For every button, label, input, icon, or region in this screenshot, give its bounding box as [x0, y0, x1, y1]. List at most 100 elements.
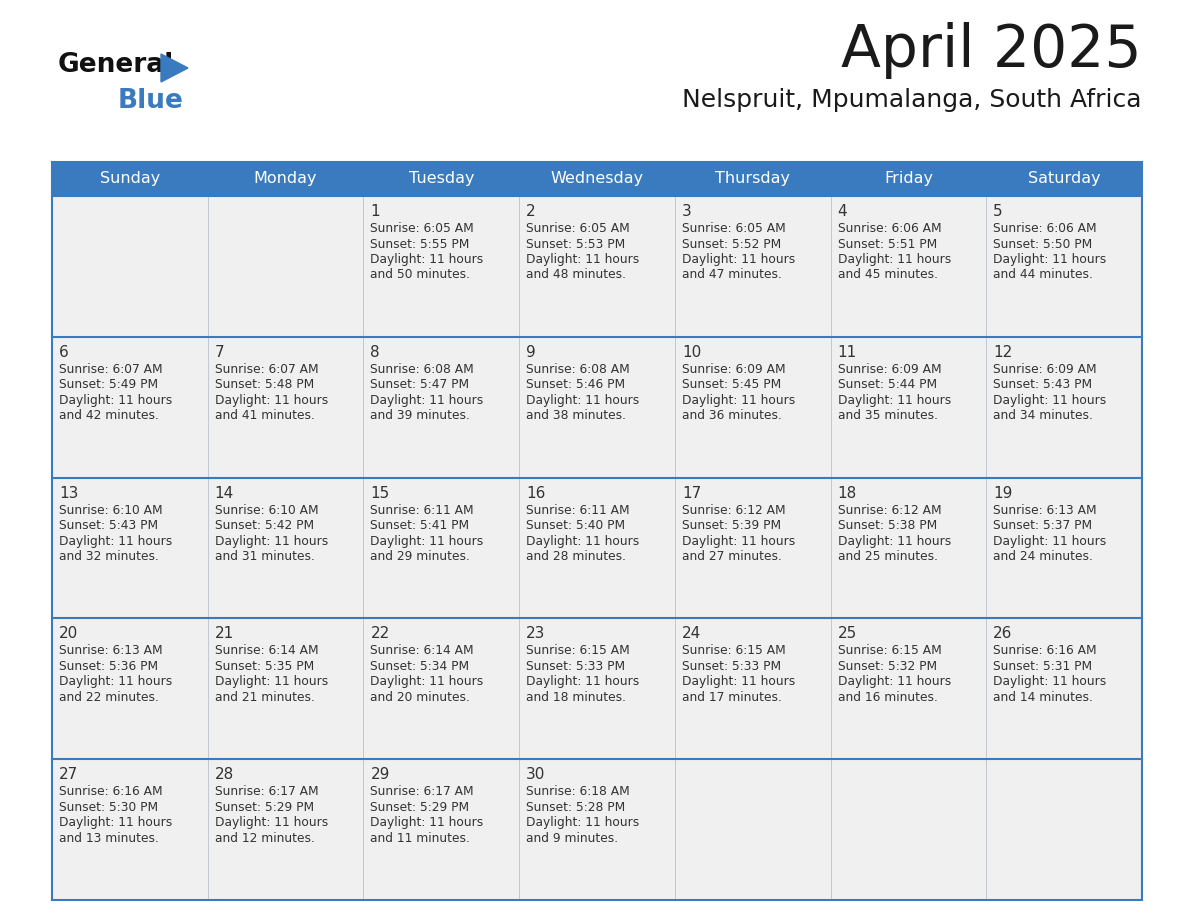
Text: 25: 25 — [838, 626, 857, 642]
Text: Sunset: 5:32 PM: Sunset: 5:32 PM — [838, 660, 936, 673]
Text: Daylight: 11 hours: Daylight: 11 hours — [59, 394, 172, 407]
Text: Sunset: 5:47 PM: Sunset: 5:47 PM — [371, 378, 469, 391]
Text: and 13 minutes.: and 13 minutes. — [59, 832, 159, 845]
Text: Sunset: 5:29 PM: Sunset: 5:29 PM — [215, 800, 314, 813]
Text: 8: 8 — [371, 345, 380, 360]
Text: and 21 minutes.: and 21 minutes. — [215, 691, 315, 704]
Text: and 32 minutes.: and 32 minutes. — [59, 550, 159, 563]
Text: Daylight: 11 hours: Daylight: 11 hours — [993, 394, 1106, 407]
Text: 2: 2 — [526, 204, 536, 219]
Text: and 38 minutes.: and 38 minutes. — [526, 409, 626, 422]
Text: Daylight: 11 hours: Daylight: 11 hours — [526, 253, 639, 266]
Text: Daylight: 11 hours: Daylight: 11 hours — [526, 534, 639, 548]
Text: and 12 minutes.: and 12 minutes. — [215, 832, 315, 845]
Text: Sunrise: 6:05 AM: Sunrise: 6:05 AM — [682, 222, 785, 235]
Text: Daylight: 11 hours: Daylight: 11 hours — [682, 253, 795, 266]
Bar — [986, 162, 1142, 196]
Text: Daylight: 11 hours: Daylight: 11 hours — [838, 394, 950, 407]
Bar — [830, 337, 986, 477]
Text: 1: 1 — [371, 204, 380, 219]
Bar — [519, 477, 675, 619]
Text: Sunset: 5:39 PM: Sunset: 5:39 PM — [682, 519, 781, 532]
Text: and 47 minutes.: and 47 minutes. — [682, 268, 782, 282]
Text: Sunrise: 6:09 AM: Sunrise: 6:09 AM — [993, 363, 1097, 375]
Bar — [52, 477, 208, 619]
Text: Sunrise: 6:15 AM: Sunrise: 6:15 AM — [682, 644, 785, 657]
Text: 10: 10 — [682, 345, 701, 360]
Text: Sunrise: 6:16 AM: Sunrise: 6:16 AM — [59, 785, 163, 798]
Text: Sunset: 5:31 PM: Sunset: 5:31 PM — [993, 660, 1093, 673]
Text: and 29 minutes.: and 29 minutes. — [371, 550, 470, 563]
Text: Sunset: 5:34 PM: Sunset: 5:34 PM — [371, 660, 469, 673]
Bar — [986, 477, 1142, 619]
Text: Daylight: 11 hours: Daylight: 11 hours — [215, 816, 328, 829]
Text: 11: 11 — [838, 345, 857, 360]
Text: Daylight: 11 hours: Daylight: 11 hours — [526, 676, 639, 688]
Text: 12: 12 — [993, 345, 1012, 360]
Text: and 24 minutes.: and 24 minutes. — [993, 550, 1093, 563]
Text: Sunset: 5:33 PM: Sunset: 5:33 PM — [682, 660, 781, 673]
Bar — [52, 759, 208, 900]
Text: 14: 14 — [215, 486, 234, 500]
Text: Daylight: 11 hours: Daylight: 11 hours — [215, 394, 328, 407]
Text: Daylight: 11 hours: Daylight: 11 hours — [682, 394, 795, 407]
Text: 26: 26 — [993, 626, 1012, 642]
Text: Daylight: 11 hours: Daylight: 11 hours — [838, 253, 950, 266]
Text: 21: 21 — [215, 626, 234, 642]
Text: 18: 18 — [838, 486, 857, 500]
Text: 20: 20 — [59, 626, 78, 642]
Text: Sunrise: 6:09 AM: Sunrise: 6:09 AM — [682, 363, 785, 375]
Bar — [986, 337, 1142, 477]
Text: Sunrise: 6:11 AM: Sunrise: 6:11 AM — [371, 504, 474, 517]
Text: Daylight: 11 hours: Daylight: 11 hours — [59, 534, 172, 548]
Text: 13: 13 — [59, 486, 78, 500]
Text: Sunset: 5:29 PM: Sunset: 5:29 PM — [371, 800, 469, 813]
Text: Sunrise: 6:12 AM: Sunrise: 6:12 AM — [838, 504, 941, 517]
Text: and 28 minutes.: and 28 minutes. — [526, 550, 626, 563]
Text: Sunset: 5:49 PM: Sunset: 5:49 PM — [59, 378, 158, 391]
Bar — [519, 759, 675, 900]
Text: Sunrise: 6:13 AM: Sunrise: 6:13 AM — [993, 504, 1097, 517]
Text: Saturday: Saturday — [1028, 172, 1100, 186]
Text: Daylight: 11 hours: Daylight: 11 hours — [59, 816, 172, 829]
Text: Daylight: 11 hours: Daylight: 11 hours — [215, 534, 328, 548]
Text: Sunrise: 6:11 AM: Sunrise: 6:11 AM — [526, 504, 630, 517]
Text: Sunset: 5:43 PM: Sunset: 5:43 PM — [59, 519, 158, 532]
Text: and 31 minutes.: and 31 minutes. — [215, 550, 315, 563]
Text: Sunrise: 6:10 AM: Sunrise: 6:10 AM — [215, 504, 318, 517]
Bar — [986, 759, 1142, 900]
Bar — [364, 162, 519, 196]
Bar — [830, 619, 986, 759]
Text: and 9 minutes.: and 9 minutes. — [526, 832, 618, 845]
Text: and 35 minutes.: and 35 minutes. — [838, 409, 937, 422]
Text: Nelspruit, Mpumalanga, South Africa: Nelspruit, Mpumalanga, South Africa — [682, 88, 1142, 112]
Text: Monday: Monday — [254, 172, 317, 186]
Bar — [675, 477, 830, 619]
Text: Tuesday: Tuesday — [409, 172, 474, 186]
Text: Daylight: 11 hours: Daylight: 11 hours — [371, 253, 484, 266]
Text: Sunset: 5:45 PM: Sunset: 5:45 PM — [682, 378, 781, 391]
Text: Daylight: 11 hours: Daylight: 11 hours — [682, 676, 795, 688]
Text: Sunset: 5:30 PM: Sunset: 5:30 PM — [59, 800, 158, 813]
Text: 17: 17 — [682, 486, 701, 500]
Bar — [364, 196, 519, 337]
Text: and 42 minutes.: and 42 minutes. — [59, 409, 159, 422]
Text: Sunday: Sunday — [100, 172, 160, 186]
Bar — [208, 477, 364, 619]
Bar — [52, 619, 208, 759]
Text: Daylight: 11 hours: Daylight: 11 hours — [993, 676, 1106, 688]
Bar — [364, 759, 519, 900]
Polygon shape — [162, 54, 188, 82]
Text: and 14 minutes.: and 14 minutes. — [993, 691, 1093, 704]
Text: Sunset: 5:33 PM: Sunset: 5:33 PM — [526, 660, 625, 673]
Bar — [830, 196, 986, 337]
Text: Sunrise: 6:12 AM: Sunrise: 6:12 AM — [682, 504, 785, 517]
Text: Daylight: 11 hours: Daylight: 11 hours — [838, 534, 950, 548]
Bar — [364, 477, 519, 619]
Text: and 34 minutes.: and 34 minutes. — [993, 409, 1093, 422]
Text: Sunset: 5:52 PM: Sunset: 5:52 PM — [682, 238, 781, 251]
Text: 30: 30 — [526, 767, 545, 782]
Text: 5: 5 — [993, 204, 1003, 219]
Text: Sunset: 5:37 PM: Sunset: 5:37 PM — [993, 519, 1093, 532]
Text: Sunrise: 6:14 AM: Sunrise: 6:14 AM — [215, 644, 318, 657]
